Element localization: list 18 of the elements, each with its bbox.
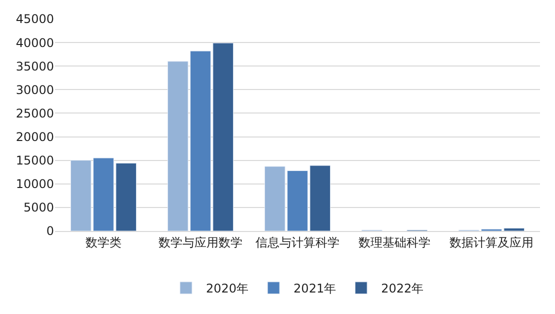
x-tick-label: 数学与应用数学 [158,235,242,250]
y-tick-label: 25000 [16,106,54,120]
y-tick-label: 5000 [23,200,54,215]
y-tick-label: 15000 [16,154,54,168]
x-tick-label: 数据计算及应用 [450,235,534,250]
y-tick-label: 20000 [16,130,54,144]
y-tick-label: 0 [46,224,54,238]
y-tick-label: 45000 [16,12,54,26]
y-tick-label: 10000 [16,177,54,192]
x-tick-label: 数理基础科学 [358,235,430,250]
x-tick-label: 信息与计算科学 [256,235,340,250]
y-tick-label: 40000 [16,36,54,50]
legend-label: 2022年 [381,282,424,296]
legend-label: 2021年 [294,282,336,296]
legend-label: 2020年 [206,282,249,296]
y-tick-label: 30000 [16,82,54,97]
y-tick-label: 35000 [16,59,54,74]
x-tick-label: 数学类 [86,235,122,250]
